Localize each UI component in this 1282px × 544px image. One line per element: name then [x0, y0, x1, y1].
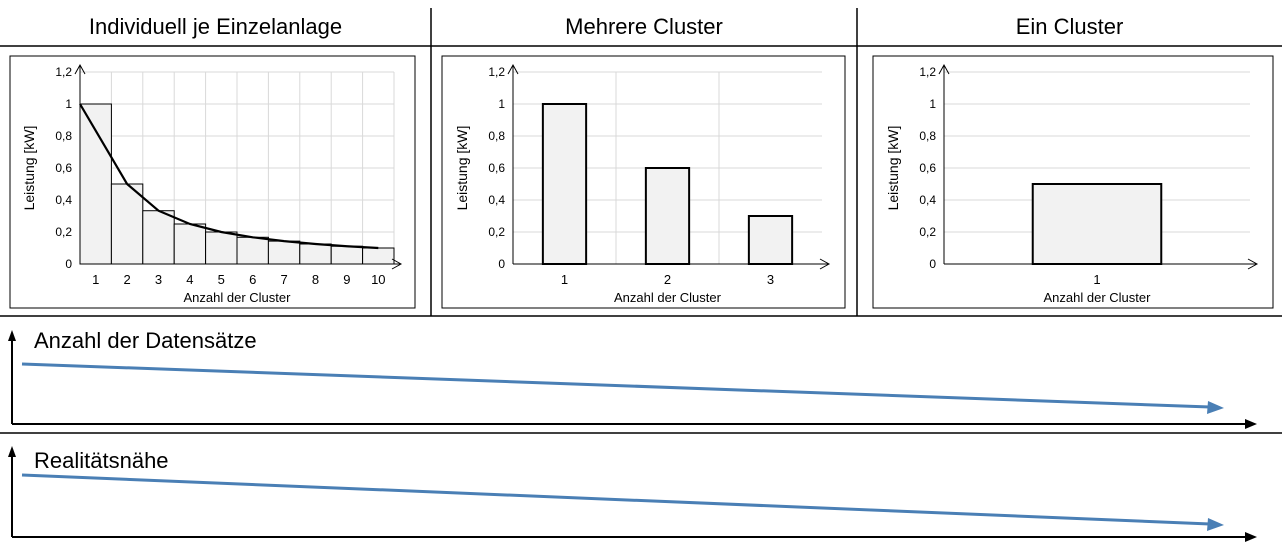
y-tick-label: 0,4 [55, 193, 72, 207]
column-title-3: Ein Cluster [1015, 14, 1124, 39]
chart-frame-3 [872, 55, 1274, 309]
chart-frame-1 [9, 55, 416, 309]
x-tick-label: 7 [280, 272, 287, 287]
y-arrow-icon [507, 63, 519, 75]
y-tick-label: 0,6 [488, 161, 505, 175]
bar [330, 245, 364, 265]
x-arrow-icon [1247, 258, 1259, 270]
trend-1-y-arrow-icon [8, 330, 16, 341]
chart-3: 0 0,2 0,4 0,6 0,8 1 1,2 1 Anzahl der Cluster Leis… [885, 63, 1259, 305]
trend-2-arrow-icon [1207, 518, 1224, 531]
bar [362, 247, 395, 265]
y-tick-label: 0 [498, 257, 505, 271]
x-tick-label: 2 [664, 272, 671, 287]
x-tick-label: 5 [218, 272, 225, 287]
x-tick-label: 3 [767, 272, 774, 287]
y-axis-label: Leistung [kW] [454, 126, 470, 211]
bar [1031, 183, 1163, 265]
x-arrow-icon [391, 258, 403, 270]
trend-2-x-arrow-icon [1245, 532, 1257, 542]
y-tick-label: 1,2 [919, 65, 936, 79]
x-tick-label: 1 [92, 272, 99, 287]
bar [299, 243, 332, 265]
x-tick-label: 1 [1093, 272, 1100, 287]
y-tick-label: 0,8 [488, 129, 505, 143]
y-tick-label: 1 [498, 97, 505, 111]
chart-2: 0 0,2 0,4 0,6 0,8 1 1,2 1 2 3 Anzahl der Cluster Le… [454, 63, 831, 305]
bar [267, 240, 301, 265]
x-axis-label: Anzahl der Cluster [1044, 290, 1152, 305]
y-arrow-icon [74, 63, 86, 75]
chart-1: 0 0,2 0,4 0,6 0,8 1 1,2 1 2 3 4 5 6 7 8 9 10 Anzahl der C… [21, 63, 403, 305]
y-tick-label: 0,6 [55, 161, 72, 175]
bar [142, 210, 175, 265]
trend-2-y-arrow-icon [8, 446, 16, 457]
y-tick-label: 1,2 [55, 65, 72, 79]
y-tick-label: 0,2 [919, 225, 936, 239]
bar [79, 103, 112, 265]
column-title-1: Individuell je Einzelanlage [88, 14, 343, 39]
x-tick-label: 2 [123, 272, 130, 287]
y-axis-label: Leistung [kW] [885, 126, 901, 211]
bar [541, 103, 588, 265]
y-axis-label: Leistung [kW] [21, 126, 37, 211]
trend-2-line [21, 473, 1211, 526]
bar [644, 167, 691, 265]
bar [205, 231, 238, 265]
y-tick-label: 0,6 [919, 161, 936, 175]
trend-1-x-arrow-icon [1245, 419, 1257, 429]
bar [747, 215, 794, 265]
bar [173, 223, 207, 265]
bar [110, 183, 144, 265]
y-tick-label: 0 [929, 257, 936, 271]
x-axis-label: Anzahl der Cluster [614, 290, 722, 305]
y-tick-label: 0,2 [488, 225, 505, 239]
y-tick-label: 0 [65, 257, 72, 271]
chart-frame-2 [441, 55, 846, 309]
y-tick-label: 0,4 [488, 193, 505, 207]
x-tick-label: 8 [312, 272, 319, 287]
x-arrow-icon [819, 258, 831, 270]
x-tick-label: 3 [155, 272, 162, 287]
trend-realitaetsnaehe [8, 446, 1257, 542]
y-tick-label: 1,2 [488, 65, 505, 79]
x-axis-label: Anzahl der Cluster [184, 290, 292, 305]
trend-2-label: Realitätsnähe [34, 448, 169, 473]
x-tick-label: 9 [343, 272, 350, 287]
y-tick-label: 0,4 [919, 193, 936, 207]
x-tick-label: 4 [186, 272, 193, 287]
trend-1-line [21, 362, 1211, 409]
bar [236, 236, 269, 265]
y-tick-label: 0,8 [55, 129, 72, 143]
y-tick-label: 1 [929, 97, 936, 111]
trend-datensaetze [8, 330, 1257, 429]
series-line [79, 103, 379, 250]
y-tick-label: 0,8 [919, 129, 936, 143]
x-tick-label: 1 [561, 272, 568, 287]
trend-1-label: Anzahl der Datensätze [34, 328, 257, 353]
x-tick-label: 6 [249, 272, 256, 287]
y-arrow-icon [938, 63, 950, 75]
x-tick-label: 10 [371, 272, 385, 287]
trend-1-arrow-icon [1207, 401, 1224, 414]
y-tick-label: 0,2 [55, 225, 72, 239]
y-tick-label: 1 [65, 97, 72, 111]
column-title-2: Mehrere Cluster [565, 14, 723, 39]
